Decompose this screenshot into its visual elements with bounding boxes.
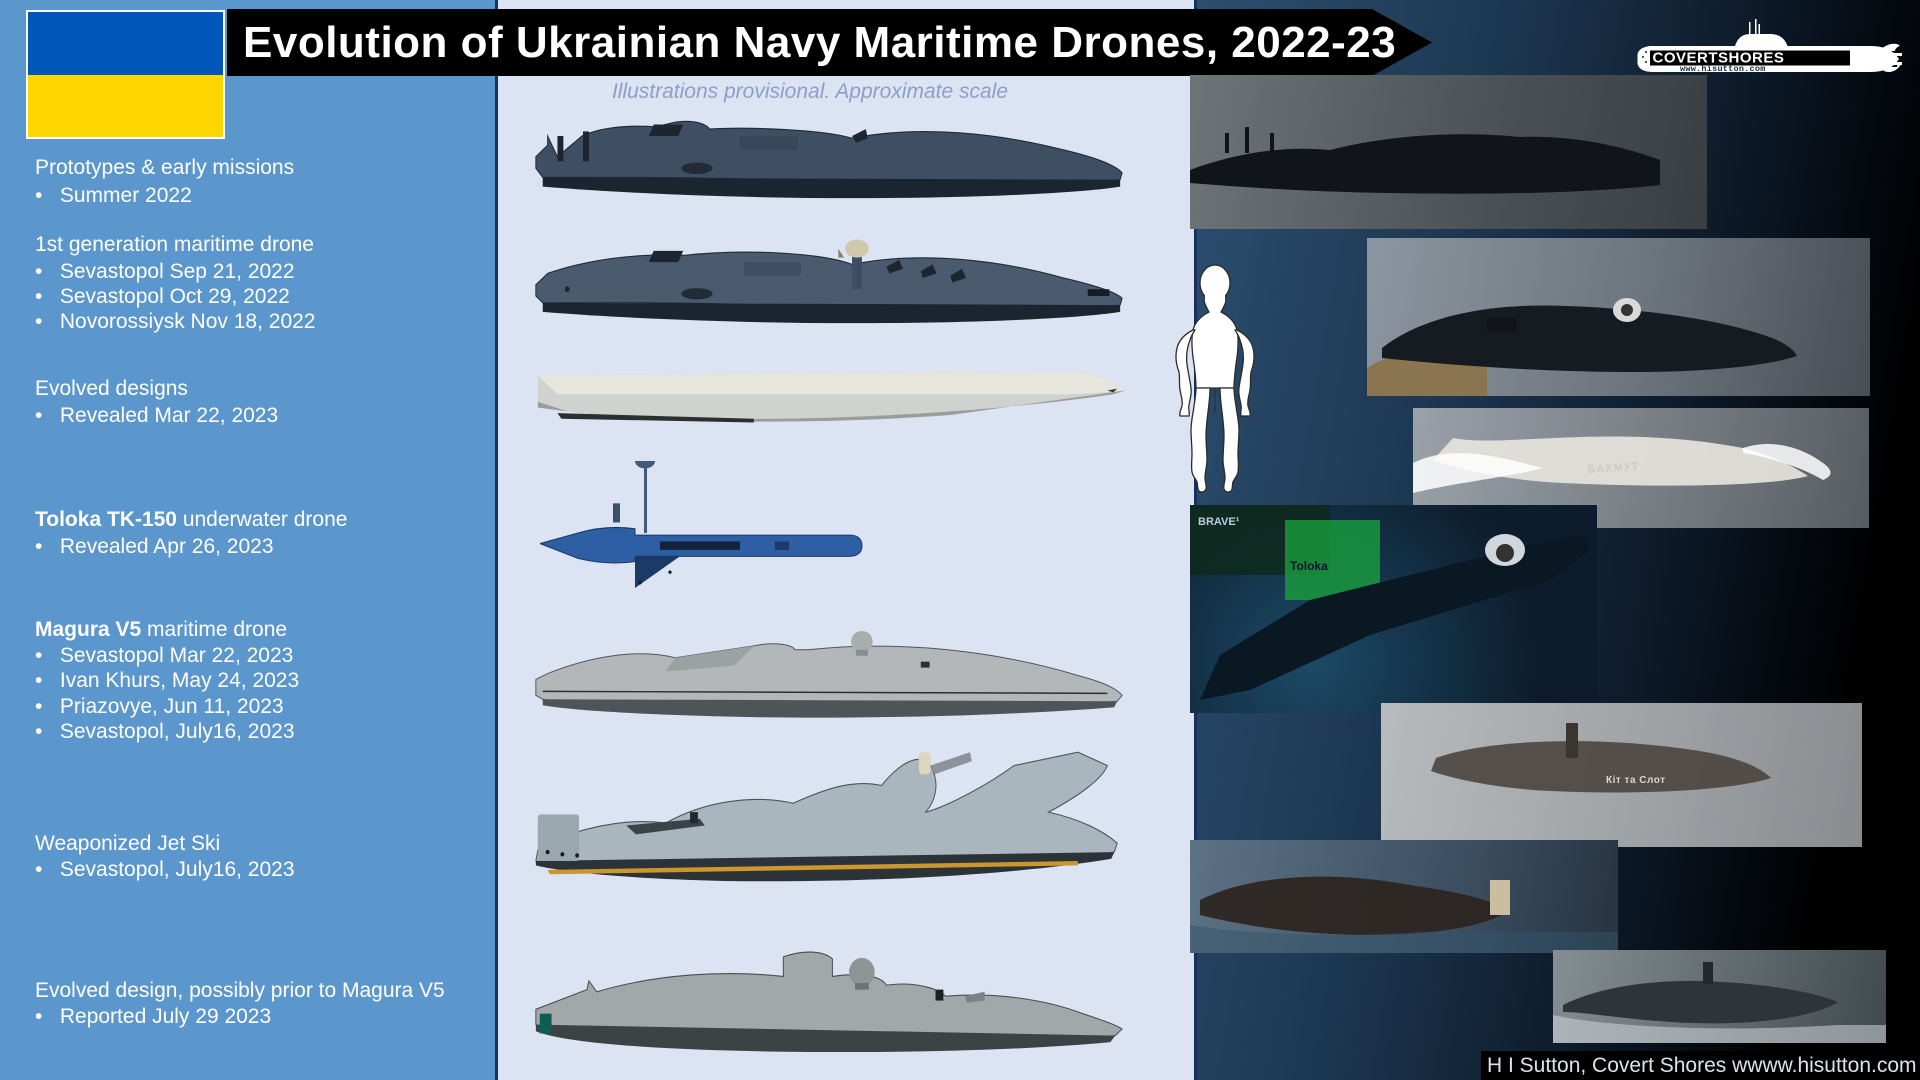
svg-text:Кіт та Слот: Кіт та Слот xyxy=(1606,775,1666,786)
svg-text:www.hisutton.com: www.hisutton.com xyxy=(1680,64,1766,74)
svg-text:Toloka: Toloka xyxy=(1290,559,1328,573)
svg-text:BRAVE¹: BRAVE¹ xyxy=(1198,516,1240,528)
